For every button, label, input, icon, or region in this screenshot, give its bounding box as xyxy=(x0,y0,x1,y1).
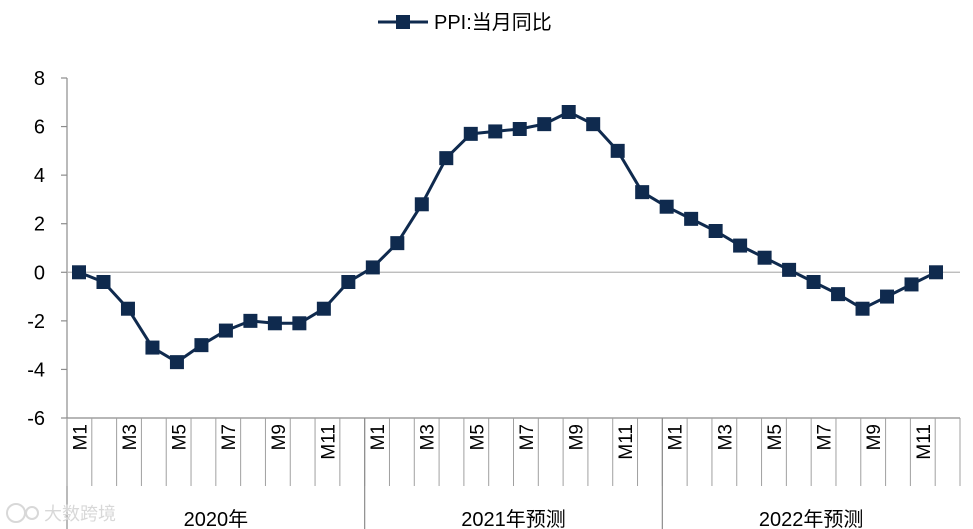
x-tick-label: M7 xyxy=(815,424,836,450)
watermark-logo-icon xyxy=(6,503,26,523)
data-point-marker xyxy=(635,185,650,200)
year-label: 2020年 xyxy=(184,508,249,529)
data-point-marker xyxy=(757,250,772,265)
x-tick-label: M5 xyxy=(170,424,191,450)
year-label: 2022年预测 xyxy=(759,508,864,529)
series-ppi xyxy=(72,105,943,370)
data-point-marker xyxy=(243,313,258,328)
y-tick-label: -2 xyxy=(27,311,45,333)
data-point-marker xyxy=(390,236,405,251)
watermark: 大数跨境 xyxy=(6,503,116,524)
y-tick-label: 6 xyxy=(34,117,45,139)
x-tick-label: M7 xyxy=(219,424,240,450)
x-tick-label: M3 xyxy=(418,424,439,450)
data-point-marker xyxy=(169,355,184,370)
watermark-logo-icon-inner xyxy=(25,506,39,520)
data-point-marker xyxy=(488,124,503,139)
legend-label: PPI:当月同比 xyxy=(434,11,552,34)
x-tick-label: M3 xyxy=(120,424,141,450)
y-tick-label: -6 xyxy=(27,408,45,430)
y-tick-label: 4 xyxy=(34,165,45,187)
data-point-marker xyxy=(292,316,307,331)
data-point-marker xyxy=(218,323,233,338)
legend: PPI:当月同比 xyxy=(378,11,552,34)
x-tick-label: M5 xyxy=(467,424,488,450)
data-point-marker xyxy=(414,197,429,212)
data-point-marker xyxy=(831,287,846,302)
data-point-marker xyxy=(537,117,552,132)
year-label: 2021年预测 xyxy=(461,508,566,529)
data-point-marker xyxy=(782,262,797,277)
data-point-marker xyxy=(561,105,576,119)
data-point-marker xyxy=(463,126,478,141)
x-tick-label: M9 xyxy=(567,424,588,450)
data-point-marker xyxy=(341,275,356,289)
x-tick-label: M11 xyxy=(914,424,935,460)
data-point-marker xyxy=(194,338,209,353)
x-tick-label: M11 xyxy=(616,424,637,460)
data-point-marker xyxy=(880,289,895,304)
data-point-marker xyxy=(145,340,160,355)
data-point-marker xyxy=(512,122,527,136)
data-point-marker xyxy=(733,238,748,253)
y-tick-label: -4 xyxy=(27,359,45,381)
data-point-marker xyxy=(904,277,919,292)
data-point-marker xyxy=(806,275,821,289)
y-tick-label: 8 xyxy=(34,68,45,90)
y-axis-ticks: 8 6 4 2 0 -2 -4 -6 xyxy=(27,68,67,430)
data-point-marker xyxy=(684,211,699,226)
x-tick-label: M3 xyxy=(715,424,736,450)
data-point-marker xyxy=(929,265,943,280)
data-point-marker xyxy=(439,151,454,166)
y-tick-label: 0 xyxy=(34,262,45,284)
series-line xyxy=(78,110,937,364)
x-tick-label: M1 xyxy=(70,424,91,450)
data-point-marker xyxy=(610,143,625,158)
x-tick-label: M7 xyxy=(517,424,538,450)
data-point-marker xyxy=(267,316,282,331)
watermark-text: 大数跨境 xyxy=(44,504,116,524)
x-axis-ticks: M1 M3 M5 M7 M9 M11 M1 M3 M5 M7 M9 M11 M1 M3 M5 M7 M9 M11 xyxy=(66,418,961,529)
data-point-marker xyxy=(72,265,86,280)
x-tick-label: M5 xyxy=(765,424,786,450)
data-point-marker xyxy=(365,260,380,275)
year-group-labels: 2020年 2021年预测 2022年预测 xyxy=(184,508,864,529)
data-point-marker xyxy=(316,301,331,316)
legend-marker-icon xyxy=(396,15,410,29)
data-point-marker xyxy=(855,301,870,316)
data-point-marker xyxy=(96,275,111,289)
data-point-marker xyxy=(586,117,601,132)
y-tick-label: 2 xyxy=(34,214,45,236)
x-tick-label: M1 xyxy=(666,424,687,450)
data-point-marker xyxy=(120,301,135,316)
data-point-marker xyxy=(659,199,674,214)
x-tick-label: M9 xyxy=(269,424,290,450)
data-point-marker xyxy=(708,224,723,238)
x-tick-label: M11 xyxy=(318,424,339,460)
x-tick-label: M9 xyxy=(864,424,885,450)
x-tick-label: M1 xyxy=(368,424,389,450)
